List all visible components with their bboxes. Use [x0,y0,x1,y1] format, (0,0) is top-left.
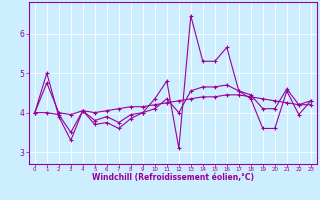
X-axis label: Windchill (Refroidissement éolien,°C): Windchill (Refroidissement éolien,°C) [92,173,254,182]
